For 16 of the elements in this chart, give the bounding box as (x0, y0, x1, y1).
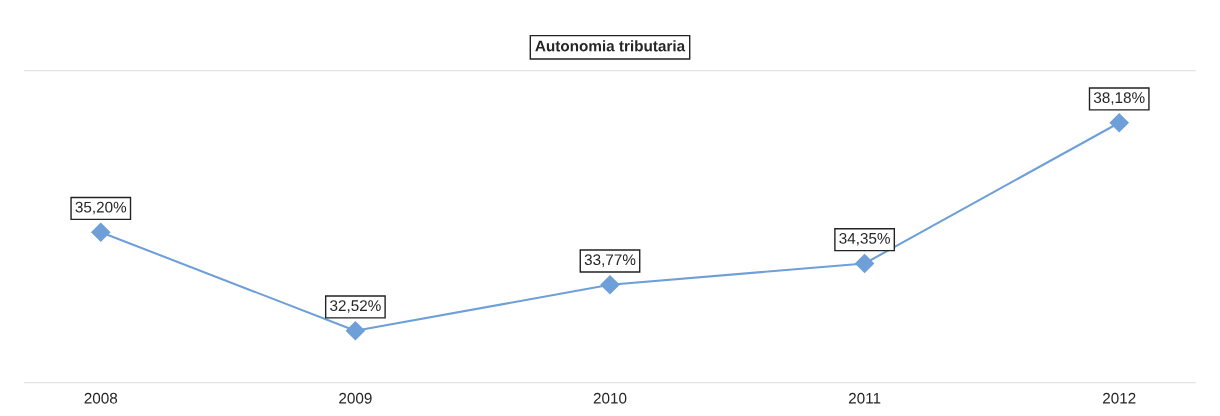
data-label: 34,35% (839, 232, 890, 246)
data-label: 35,20% (75, 201, 127, 215)
data-label: 38,18% (1093, 92, 1145, 105)
point (855, 253, 875, 274)
x-tick-label: 2012 (1102, 392, 1136, 404)
point (600, 275, 620, 295)
x-tick-label: 2009 (339, 392, 372, 404)
data-label: 33,77% (584, 254, 636, 267)
point (1109, 113, 1129, 133)
point (91, 222, 111, 242)
x-tick-label: 2008 (84, 392, 118, 404)
data-label: 32,52% (330, 300, 381, 313)
x-tick-label: 2010 (593, 392, 627, 404)
chart-title: Autonomia tributaria (535, 40, 686, 52)
point (345, 321, 365, 341)
x-tick-label: 2011 (848, 392, 881, 404)
